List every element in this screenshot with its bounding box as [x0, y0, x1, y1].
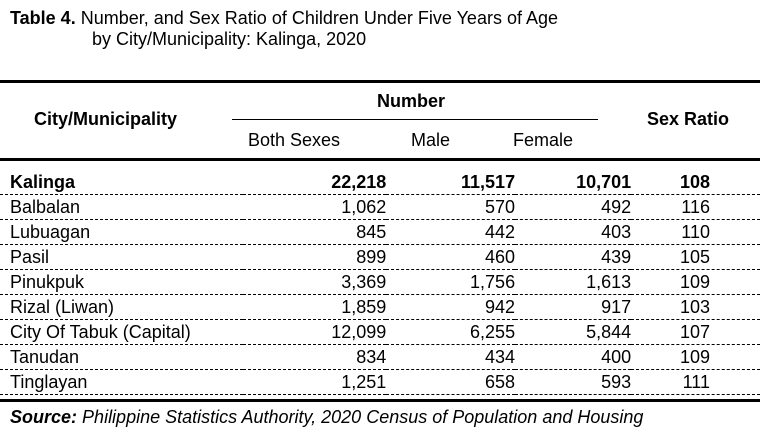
row-ratio: 110 — [631, 219, 760, 245]
table-top-rule — [0, 80, 760, 83]
row-both: 1,859 — [242, 294, 387, 320]
row-female: 917 — [515, 294, 632, 320]
row-both: 12,099 — [242, 319, 387, 345]
header-sex-ratio: Sex Ratio — [647, 109, 730, 129]
header-number-rule — [232, 119, 598, 120]
row-name: Tinglayan — [0, 369, 243, 395]
row-ratio: 116 — [631, 194, 760, 220]
row-female: 439 — [515, 244, 632, 270]
source-note: Source: Philippine Statistics Authority,… — [10, 407, 643, 428]
row-ratio: 103 — [631, 294, 760, 320]
row-both: 845 — [242, 219, 387, 245]
data-table: Kalinga 22,218 11,517 10,701 108 Balbala… — [0, 171, 760, 395]
row-both: 834 — [242, 344, 387, 370]
row-name: Balbalan — [0, 194, 243, 220]
title-line-2: by City/Municipality: Kalinga, 2020 — [92, 29, 367, 49]
header-female: Female — [513, 130, 574, 150]
table-row: Pasil 899 460 439 105 — [0, 244, 760, 270]
row-ratio: 107 — [631, 319, 760, 345]
total-female: 10,701 — [515, 171, 632, 195]
row-female: 403 — [515, 219, 632, 245]
row-both: 1,062 — [242, 194, 387, 220]
row-female: 593 — [515, 369, 632, 395]
row-male: 658 — [386, 369, 516, 395]
table-row: City Of Tabuk (Capital) 12,099 6,255 5,8… — [0, 319, 760, 345]
row-male: 942 — [386, 294, 516, 320]
table-row: Lubuagan 845 442 403 110 — [0, 219, 760, 245]
row-name: Tanudan — [0, 344, 243, 370]
row-name: Pinukpuk — [0, 269, 243, 295]
row-male: 1,756 — [386, 269, 516, 295]
row-male: 570 — [386, 194, 516, 220]
header-male: Male — [411, 130, 451, 150]
header-both-sexes: Both Sexes — [248, 130, 341, 150]
row-both: 3,369 — [242, 269, 387, 295]
row-name: Rizal (Liwan) — [0, 294, 243, 320]
total-ratio: 108 — [631, 171, 760, 195]
row-female: 400 — [515, 344, 632, 370]
row-name: Pasil — [0, 244, 243, 270]
total-name: Kalinga — [0, 171, 243, 195]
table-row: Rizal (Liwan) 1,859 942 917 103 — [0, 294, 760, 320]
total-row: Kalinga 22,218 11,517 10,701 108 — [0, 171, 760, 195]
row-male: 460 — [386, 244, 516, 270]
header-number: Number — [377, 91, 446, 111]
row-female: 5,844 — [515, 319, 632, 345]
row-female: 1,613 — [515, 269, 632, 295]
row-female: 492 — [515, 194, 632, 220]
table-row: Balbalan 1,062 570 492 116 — [0, 194, 760, 220]
row-both: 1,251 — [242, 369, 387, 395]
title-line-1: Number, and Sex Ratio of Children Under … — [80, 8, 558, 28]
total-both: 22,218 — [242, 171, 387, 195]
row-ratio: 109 — [631, 344, 760, 370]
table-title: Table 4. Number, and Sex Ratio of Childr… — [10, 8, 558, 50]
row-both: 899 — [242, 244, 387, 270]
header-city: City/Municipality — [34, 109, 178, 129]
table-bottom-rule — [0, 399, 760, 402]
header-bottom-rule — [0, 158, 760, 161]
source-label: Source: — [10, 407, 78, 427]
table-row: Tinglayan 1,251 658 593 111 — [0, 369, 760, 395]
table-number: Table 4. — [10, 8, 76, 28]
row-ratio: 109 — [631, 269, 760, 295]
total-male: 11,517 — [386, 171, 516, 195]
row-ratio: 105 — [631, 244, 760, 270]
table-row: Tanudan 834 434 400 109 — [0, 344, 760, 370]
source-text: Philippine Statistics Authority, 2020 Ce… — [82, 407, 644, 427]
row-male: 434 — [386, 344, 516, 370]
row-ratio: 111 — [631, 369, 760, 395]
row-male: 6,255 — [386, 319, 516, 345]
table-row: Pinukpuk 3,369 1,756 1,613 109 — [0, 269, 760, 295]
row-male: 442 — [386, 219, 516, 245]
row-name: Lubuagan — [0, 219, 243, 245]
row-name: City Of Tabuk (Capital) — [0, 319, 243, 345]
